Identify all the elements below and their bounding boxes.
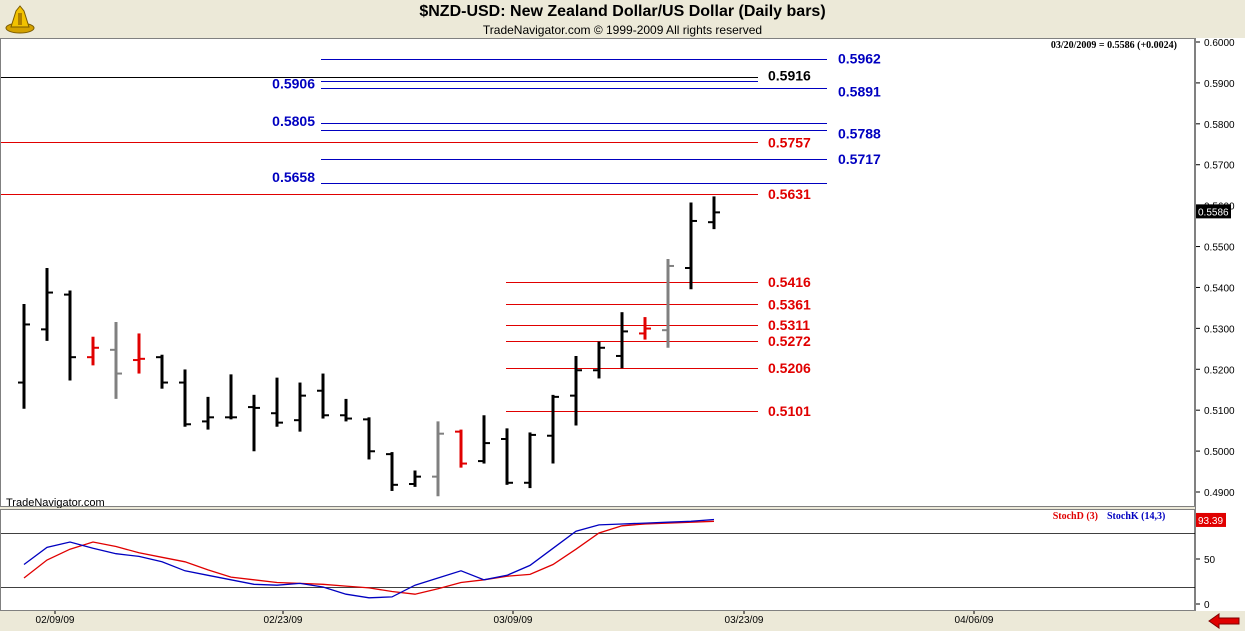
price-chart: 0.5962 0.5916 0.5906 0.5891 0.5805 0.5788 0.57… — [1, 40, 1177, 508]
stochastic-panel: StochD (3) StochK (14,3) — [0, 509, 1196, 611]
fib-label: 0.5916 — [768, 67, 811, 83]
chart-title: $NZD-USD: New Zealand Dollar/US Dollar (… — [419, 3, 826, 20]
stoch-tick-label: 0 — [1204, 600, 1210, 611]
fib-label: 0.5805 — [272, 113, 315, 129]
stoch-marker-label: 93.39 — [1198, 516, 1223, 527]
x-axis-labels: 02/09/09 02/23/09 03/09/09 03/23/09 04/06/09 — [36, 611, 994, 626]
fib-label: 0.5272 — [768, 333, 811, 349]
fib-label: 0.5101 — [768, 403, 811, 419]
price-panel: 0.5962 0.5916 0.5906 0.5891 0.5805 0.5788 0.57… — [0, 38, 1195, 508]
y-tick-label: 0.5500 — [1204, 243, 1235, 254]
x-tick-label: 02/09/09 — [36, 615, 75, 626]
last-quote-text: 03/20/2009 = 0.5586 (+0.0024) — [1051, 40, 1177, 51]
watermark-text: TradeNavigator.com — [6, 497, 105, 508]
x-tick-label: 02/23/09 — [264, 615, 303, 626]
y-tick-label: 0.6000 — [1204, 38, 1235, 49]
fib-label: 0.5416 — [768, 274, 811, 290]
y-tick-label: 0.5200 — [1204, 365, 1235, 376]
stoch-series-line — [23, 518, 715, 599]
legend-stochd: StochD (3) — [1053, 511, 1098, 522]
scroll-left-arrow-icon[interactable] — [1207, 613, 1241, 629]
fib-label: 0.5361 — [768, 296, 811, 312]
fib-label: 0.5631 — [768, 186, 811, 202]
price-marker-label: 0.5586 — [1198, 207, 1229, 218]
x-tick-label: 04/06/09 — [955, 615, 994, 626]
stoch-series-line — [23, 520, 715, 595]
y-tick-label: 0.5900 — [1204, 79, 1235, 90]
fib-label: 0.5311 — [768, 317, 810, 333]
x-tick-label: 03/23/09 — [725, 615, 764, 626]
fib-label: 0.5962 — [838, 51, 881, 67]
fib-label: 0.5891 — [838, 84, 881, 100]
stoch-tick-label: 50 — [1204, 555, 1216, 566]
y-tick-label: 0.4900 — [1204, 488, 1235, 499]
y-axis: 0.4900 0.5000 0.5100 0.5200 0.5300 0.5400 0.55… — [1196, 38, 1235, 611]
fib-label: 0.5788 — [838, 126, 881, 142]
fib-label: 0.5206 — [768, 360, 811, 376]
fib-label: 0.5658 — [272, 169, 315, 185]
y-tick-label: 0.5000 — [1204, 447, 1235, 458]
stochastic-chart: StochD (3) StochK (14,3) — [1, 511, 1196, 599]
fib-label: 0.5717 — [838, 151, 881, 167]
y-tick-label: 0.5400 — [1204, 283, 1235, 294]
y-axis-panel: 0.4900 0.5000 0.5100 0.5200 0.5300 0.5400 0.55… — [1195, 38, 1245, 611]
y-tick-label: 0.5100 — [1204, 406, 1235, 417]
legend-stochk: StochK (14,3) — [1107, 511, 1165, 522]
y-tick-label: 0.5700 — [1204, 161, 1235, 172]
x-axis: 02/09/09 02/23/09 03/09/09 03/23/09 04/06/09 — [0, 611, 1195, 631]
y-tick-label: 0.5800 — [1204, 120, 1235, 131]
x-tick-label: 03/09/09 — [494, 615, 533, 626]
y-tick-label: 0.5300 — [1204, 324, 1235, 335]
fib-label: 0.5757 — [768, 134, 811, 150]
fib-label: 0.5906 — [272, 75, 315, 91]
price-marker-box — [1196, 204, 1231, 219]
stoch-marker-box — [1196, 512, 1226, 527]
tradenavigator-logo-icon — [5, 5, 35, 34]
copyright-text: TradeNavigator.com © 1999-2009 All right… — [482, 23, 763, 37]
